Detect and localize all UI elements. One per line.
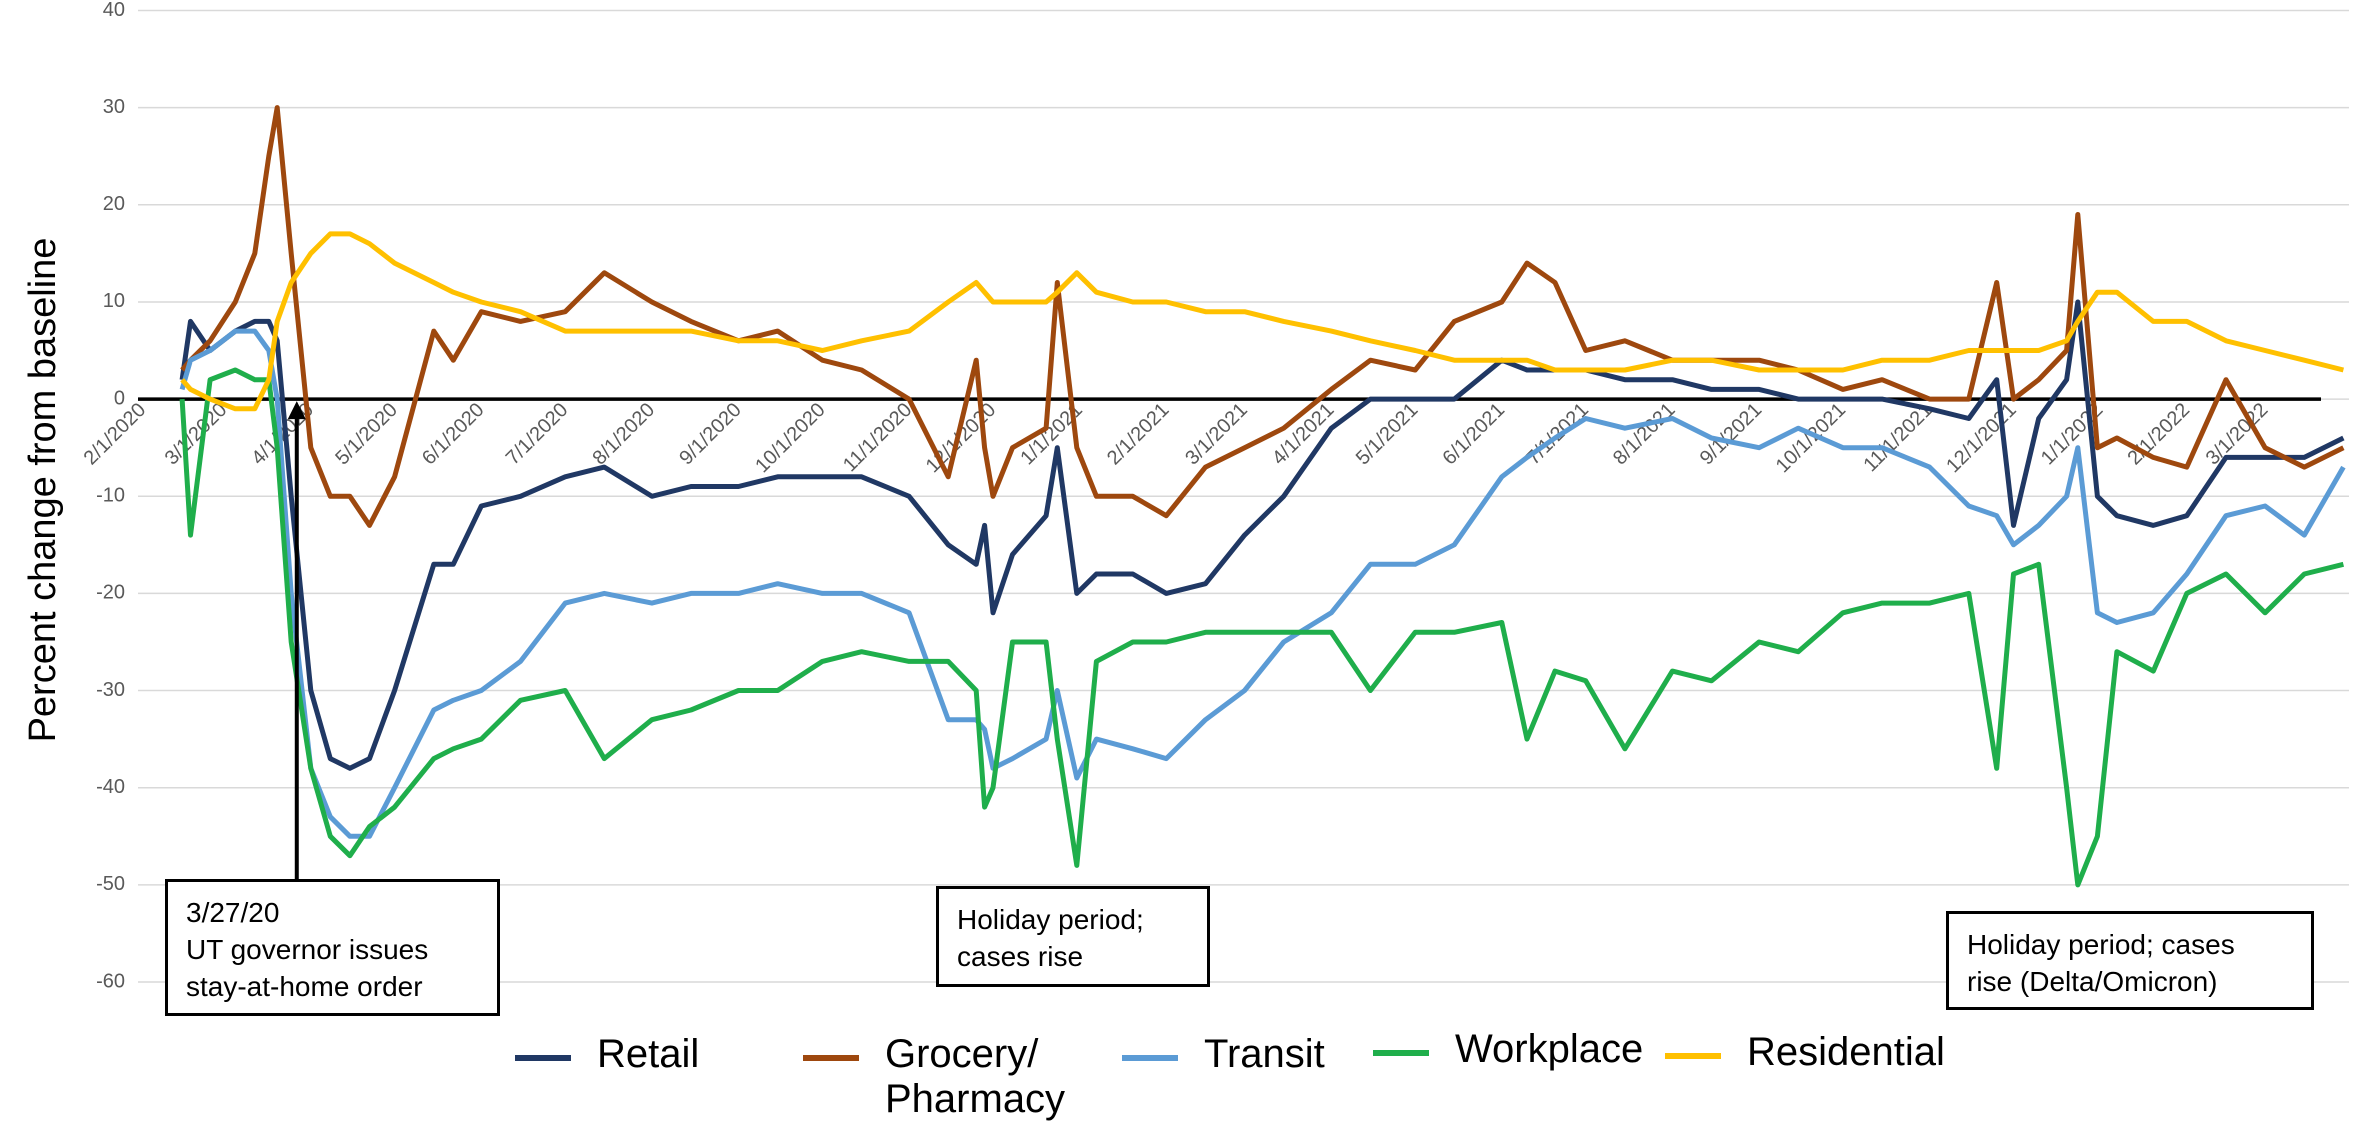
annotation-line: Holiday period; cases bbox=[1967, 929, 2235, 960]
legend-item: Residential bbox=[1665, 1030, 1945, 1075]
x-tick-label: 6/1/2021 bbox=[1438, 399, 1509, 470]
y-tick-label: -50 bbox=[96, 873, 125, 895]
annotation-box: 3/27/20 UT governor issues stay-at-home … bbox=[165, 879, 500, 1016]
x-tick-label: 3/1/2020 bbox=[161, 399, 232, 470]
legend-swatch bbox=[1122, 1055, 1178, 1061]
x-tick-label: 10/1/2020 bbox=[751, 399, 829, 477]
y-axis-title: Percent change from baseline bbox=[22, 238, 64, 743]
y-tick-label: -60 bbox=[96, 970, 125, 992]
annotation-box: Holiday period; cases rise (Delta/Omicro… bbox=[1946, 911, 2314, 1010]
legend-item: Transit bbox=[1122, 1032, 1325, 1077]
annotation-box: Holiday period; cases rise bbox=[936, 886, 1210, 987]
x-tick-label: 11/1/2020 bbox=[839, 399, 916, 476]
y-tick-label: -10 bbox=[96, 485, 125, 507]
annotation-line: stay-at-home order bbox=[186, 971, 423, 1002]
legend-item: Grocery/ Pharmacy bbox=[803, 1032, 1066, 1122]
series-line bbox=[179, 367, 2345, 888]
legend-label: Retail bbox=[597, 1032, 700, 1076]
legend-swatch bbox=[1665, 1053, 1721, 1059]
x-tick-label: 8/1/2020 bbox=[589, 399, 660, 470]
series-line bbox=[180, 105, 2345, 528]
y-tick-label: 40 bbox=[103, 0, 125, 21]
annotation-line: 3/27/20 bbox=[186, 897, 280, 928]
annotation-arrowhead bbox=[287, 401, 306, 420]
series-line bbox=[179, 299, 2345, 771]
series-line bbox=[180, 231, 2345, 412]
y-tick-label: 0 bbox=[114, 387, 125, 409]
legend-item: Retail bbox=[515, 1032, 699, 1077]
legend-label: Grocery/ Pharmacy bbox=[885, 1032, 1066, 1121]
legend-label: Transit bbox=[1204, 1032, 1325, 1076]
x-tick-label: 5/1/2021 bbox=[1352, 399, 1423, 470]
y-tick-label: 10 bbox=[103, 290, 125, 312]
annotation-line: UT governor issues bbox=[186, 934, 429, 965]
x-tick-label: 7/1/2020 bbox=[502, 399, 573, 470]
series-line bbox=[179, 328, 2346, 839]
legend-swatch bbox=[515, 1055, 571, 1061]
y-tick-label: 20 bbox=[103, 193, 125, 215]
x-tick-label: 2/1/2020 bbox=[80, 399, 151, 470]
x-tick-label: 6/1/2020 bbox=[418, 399, 489, 470]
x-tick-label: 9/1/2020 bbox=[675, 399, 746, 470]
annotation-line: rise (Delta/Omicron) bbox=[1967, 966, 2218, 997]
y-tick-label: -20 bbox=[96, 582, 125, 604]
y-tick-label: -40 bbox=[96, 776, 125, 798]
y-tick-label: -30 bbox=[96, 679, 125, 701]
y-tick-label: 30 bbox=[103, 96, 125, 118]
x-tick-label: 2/1/2021 bbox=[1103, 399, 1174, 470]
annotation-line: cases rise bbox=[957, 941, 1084, 972]
annotation-line: Holiday period; bbox=[957, 904, 1144, 935]
legend-item: Workplace bbox=[1373, 1027, 1643, 1072]
x-tick-label: 8/1/2021 bbox=[1609, 399, 1680, 470]
legend-swatch bbox=[1373, 1050, 1429, 1056]
x-tick-label: 5/1/2020 bbox=[331, 399, 402, 470]
legend-swatch bbox=[803, 1055, 859, 1061]
legend-label: Workplace bbox=[1455, 1027, 1644, 1071]
legend-label: Residential bbox=[1747, 1030, 1945, 1074]
